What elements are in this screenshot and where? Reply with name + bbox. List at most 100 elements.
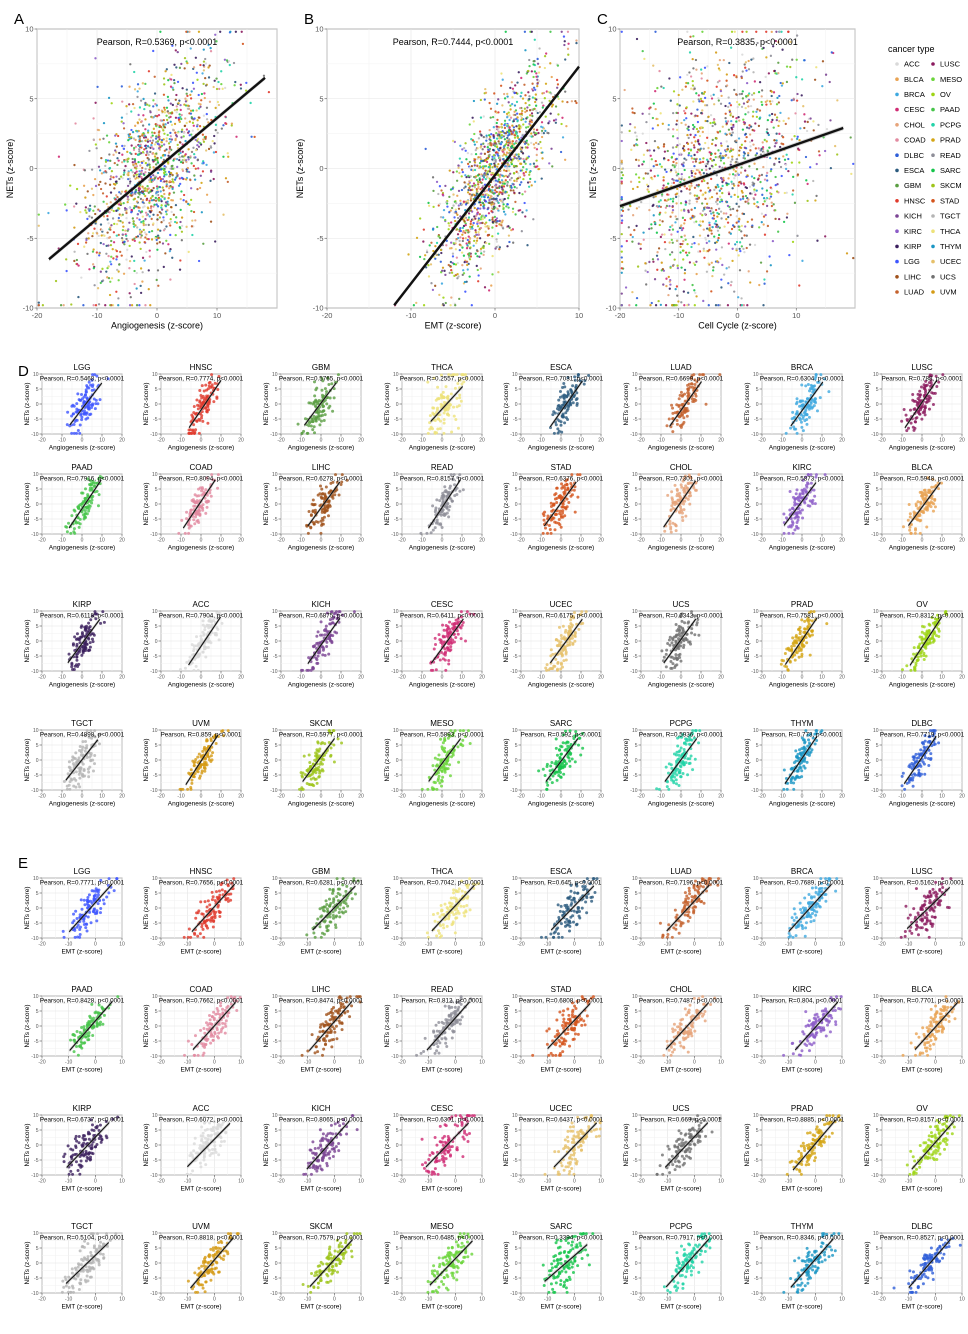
data-point (99, 281, 102, 285)
data-point (468, 258, 472, 261)
data-point (103, 234, 106, 237)
data-point (701, 193, 704, 197)
data-point (485, 136, 488, 139)
data-point (688, 202, 691, 205)
data-point (672, 152, 675, 155)
data-point (497, 193, 501, 196)
data-point (723, 225, 726, 228)
data-point (161, 110, 164, 113)
data-point (492, 192, 495, 195)
data-point (460, 203, 464, 206)
data-point (672, 128, 675, 131)
y-tick-label: 10 (25, 25, 33, 34)
data-point (747, 152, 750, 155)
data-point (730, 180, 733, 183)
data-point (741, 195, 745, 198)
legend-label-hnsc: HNSC (904, 196, 926, 205)
data-point (515, 132, 518, 135)
data-point (701, 160, 705, 164)
data-point (735, 157, 739, 161)
y-tick-label: 10 (33, 372, 39, 378)
data-point (510, 228, 513, 232)
data-point (537, 167, 540, 171)
data-point (720, 246, 724, 249)
data-point (500, 72, 503, 75)
data-point (230, 124, 233, 127)
data-point (719, 159, 723, 162)
data-point (828, 80, 831, 84)
data-point (435, 241, 439, 245)
data-point (484, 169, 487, 172)
data-point (185, 200, 188, 203)
data-point (521, 97, 525, 100)
data-point (466, 191, 470, 194)
data-point (440, 282, 444, 285)
data-point (524, 110, 527, 114)
data-point (122, 173, 125, 176)
data-point (135, 188, 138, 192)
data-point (468, 123, 471, 126)
x-tick-label: 0 (81, 438, 84, 444)
data-point (629, 180, 633, 183)
data-point (441, 269, 444, 272)
data-point (679, 202, 683, 205)
data-point (475, 241, 478, 245)
data-point (62, 304, 65, 307)
data-point (92, 304, 95, 307)
data-point (548, 99, 551, 103)
data-point (507, 129, 511, 132)
legend-swatch-lgg (895, 259, 899, 264)
data-point (716, 229, 720, 232)
data-point (181, 168, 184, 171)
x-tick-label: 20 (238, 438, 244, 444)
data-point (529, 163, 532, 166)
data-point (746, 200, 749, 203)
data-point (500, 179, 504, 182)
data-point (496, 180, 499, 183)
legend-label-brca: BRCA (904, 90, 925, 99)
data-point (422, 304, 426, 307)
data-point (109, 280, 112, 283)
data-point (730, 119, 733, 123)
data-point (757, 124, 761, 128)
data-point (509, 172, 512, 175)
data-point (697, 94, 700, 97)
data-point (782, 119, 785, 123)
data-point (167, 79, 170, 82)
data-point (743, 63, 746, 66)
data-point (100, 234, 103, 237)
data-point (171, 173, 174, 177)
data-point (464, 231, 467, 234)
data-point (733, 290, 736, 293)
data-point (189, 47, 192, 50)
data-point (725, 140, 728, 143)
data-point (471, 224, 474, 227)
data-point (720, 286, 723, 289)
y-tick-label: 5 (319, 94, 323, 103)
data-point (121, 144, 124, 148)
data-point (777, 101, 781, 104)
data-point (523, 160, 526, 164)
data-point (725, 79, 728, 82)
data-point (754, 122, 757, 125)
data-point (498, 219, 501, 223)
data-point (500, 141, 503, 145)
data-point (176, 174, 179, 178)
data-point (160, 204, 163, 207)
data-point (170, 210, 173, 214)
data-point (315, 386, 319, 390)
data-point (120, 190, 124, 193)
data-point (724, 120, 728, 123)
data-point (740, 105, 744, 109)
data-point (216, 131, 219, 135)
data-point (150, 178, 154, 182)
data-point (452, 193, 455, 196)
data-point (782, 220, 786, 224)
data-point (130, 208, 133, 212)
data-point (141, 185, 144, 188)
data-point (755, 110, 758, 113)
data-point (632, 214, 635, 217)
x-tick-label: 20 (358, 438, 364, 444)
data-point (749, 192, 752, 195)
subplot-title: LGG (74, 363, 91, 372)
